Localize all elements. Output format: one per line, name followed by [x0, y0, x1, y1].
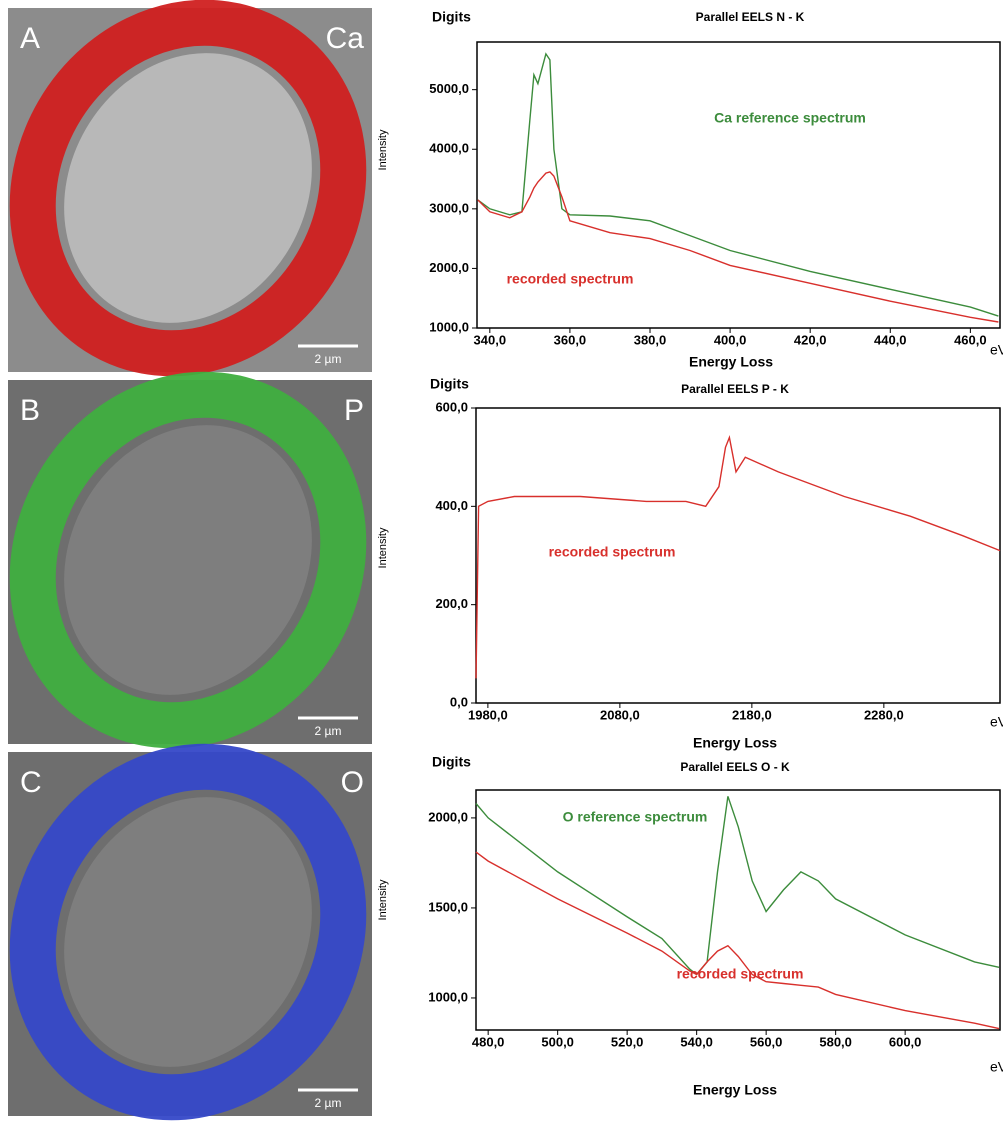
x-axis-label: Energy Loss: [693, 735, 777, 751]
element-map: [9, 371, 367, 749]
y-tick-label: 600,0: [435, 399, 468, 414]
x-tick-label: 540,0: [680, 1034, 713, 1049]
plot-area: [475, 407, 1001, 704]
spectrum-line: [475, 435, 1001, 679]
y-tick-label: 5000,0: [429, 81, 469, 96]
x-tick-label: 360,0: [554, 332, 587, 347]
x-tick-label: 420,0: [794, 332, 827, 347]
spectrum-line: [475, 851, 1000, 1030]
x-unit: eV: [990, 714, 1003, 730]
panel-element: P: [344, 394, 364, 427]
plot-area: [476, 41, 1001, 329]
series-label: Ca reference spectrum: [714, 110, 866, 126]
series-label: O reference spectrum: [563, 809, 708, 825]
y-tick-label: 1000,0: [429, 319, 469, 334]
x-tick-label: 2080,0: [600, 707, 640, 722]
panel-element: O: [341, 766, 364, 799]
x-tick-label: 440,0: [874, 332, 907, 347]
series-label: recorded spectrum: [507, 271, 634, 287]
y-tick-label: 2000,0: [429, 260, 469, 275]
x-tick-label: 400,0: [714, 332, 747, 347]
y-axis-label: Intensity: [377, 879, 389, 920]
x-axis-label: Energy Loss: [689, 354, 773, 370]
x-unit: eV: [990, 342, 1003, 358]
x-tick-label: 340,0: [474, 332, 507, 347]
y-axis-label: Intensity: [377, 129, 389, 170]
y-tick-label: 1000,0: [428, 989, 468, 1004]
x-tick-label: 380,0: [634, 332, 667, 347]
spectrum-line: [477, 52, 999, 317]
x-unit: eV: [990, 1059, 1003, 1075]
x-tick-label: 520,0: [611, 1034, 644, 1049]
spectrum-line: [475, 796, 1000, 976]
element-map: [9, 0, 367, 377]
particle-core: [64, 425, 312, 695]
plot-area: [475, 789, 1001, 1031]
x-tick-label: 500,0: [541, 1034, 574, 1049]
y-unit: Digits: [432, 9, 471, 25]
x-axis-label: Energy Loss: [693, 1082, 777, 1098]
chart-title: Parallel EELS O - K: [680, 760, 790, 774]
y-tick-label: 2000,0: [428, 809, 468, 824]
y-unit: Digits: [430, 376, 469, 392]
y-tick-label: 1500,0: [428, 899, 468, 914]
element-map: [9, 743, 367, 1121]
panel-element: Ca: [326, 22, 365, 55]
y-tick-label: 200,0: [435, 596, 468, 611]
chart-title: Parallel EELS P - K: [681, 382, 789, 396]
x-tick-label: 600,0: [889, 1034, 922, 1049]
y-tick-label: 4000,0: [429, 141, 469, 156]
x-tick-label: 1980,0: [468, 707, 508, 722]
particle-core: [64, 797, 312, 1067]
particle-core: [64, 53, 312, 323]
panel-letter: B: [20, 394, 40, 427]
x-tick-label: 2180,0: [732, 707, 772, 722]
scale-label: 2 µm: [315, 352, 342, 366]
spectrum-line: [477, 171, 999, 323]
chart-title: Parallel EELS N - K: [696, 10, 805, 24]
scale-label: 2 µm: [315, 1096, 342, 1110]
y-tick-label: 3000,0: [429, 200, 469, 215]
x-tick-label: 480,0: [472, 1034, 505, 1049]
y-tick-label: 0,0: [450, 694, 468, 709]
y-tick-label: 400,0: [435, 498, 468, 513]
series-label: recorded spectrum: [677, 966, 804, 982]
panel-letter: A: [20, 22, 40, 55]
x-tick-label: 460,0: [954, 332, 987, 347]
y-axis-label: Intensity: [377, 527, 389, 568]
x-tick-label: 580,0: [819, 1034, 852, 1049]
series-label: recorded spectrum: [549, 544, 676, 560]
panel-letter: C: [20, 766, 42, 799]
y-unit: Digits: [432, 754, 471, 770]
x-tick-label: 2280,0: [864, 707, 904, 722]
scale-label: 2 µm: [315, 724, 342, 738]
x-tick-label: 560,0: [750, 1034, 783, 1049]
